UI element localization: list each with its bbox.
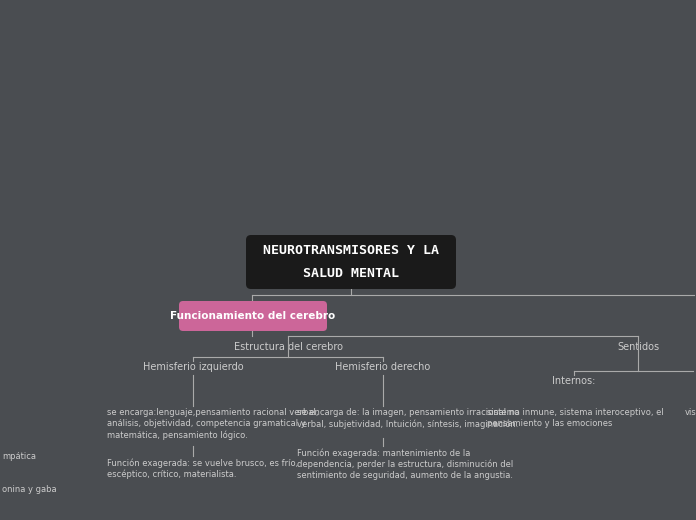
Text: se encarga de: la imagen, pensamiento irracional no
verbal, subjetividad, Intuic: se encarga de: la imagen, pensamiento ir…	[297, 408, 519, 429]
Text: Hemisferio derecho: Hemisferio derecho	[335, 362, 431, 372]
Text: onina y gaba: onina y gaba	[2, 485, 56, 494]
Text: Función exagerada: mantenimiento de la
dependencia, perder la estructura, dismin: Función exagerada: mantenimiento de la d…	[297, 448, 513, 480]
FancyBboxPatch shape	[179, 301, 327, 331]
FancyBboxPatch shape	[246, 235, 456, 289]
Text: Hemisferio izquierdo: Hemisferio izquierdo	[143, 362, 244, 372]
Text: Estructura del cerebro: Estructura del cerebro	[233, 342, 342, 352]
Text: sistema inmune, sistema interoceptivo, el
pensamiento y las emociones: sistema inmune, sistema interoceptivo, e…	[487, 408, 664, 428]
Text: Internos:: Internos:	[553, 376, 596, 386]
Text: Funcionamiento del cerebro: Funcionamiento del cerebro	[171, 311, 335, 321]
Text: NEUROTRANSMISORES Y LA: NEUROTRANSMISORES Y LA	[263, 244, 439, 257]
Text: mpática: mpática	[2, 452, 36, 461]
Text: se encarga:lenguaje,pensamiento racional verbal,
análisis, objetividad, competen: se encarga:lenguaje,pensamiento racional…	[107, 408, 319, 440]
Text: Sentidos: Sentidos	[617, 342, 659, 352]
Text: vis: vis	[685, 408, 696, 417]
Text: SALUD MENTAL: SALUD MENTAL	[303, 267, 399, 280]
Text: Función exagerada: se vuelve brusco, es frío,
escéptico, crítico, materialista.: Función exagerada: se vuelve brusco, es …	[107, 458, 299, 479]
